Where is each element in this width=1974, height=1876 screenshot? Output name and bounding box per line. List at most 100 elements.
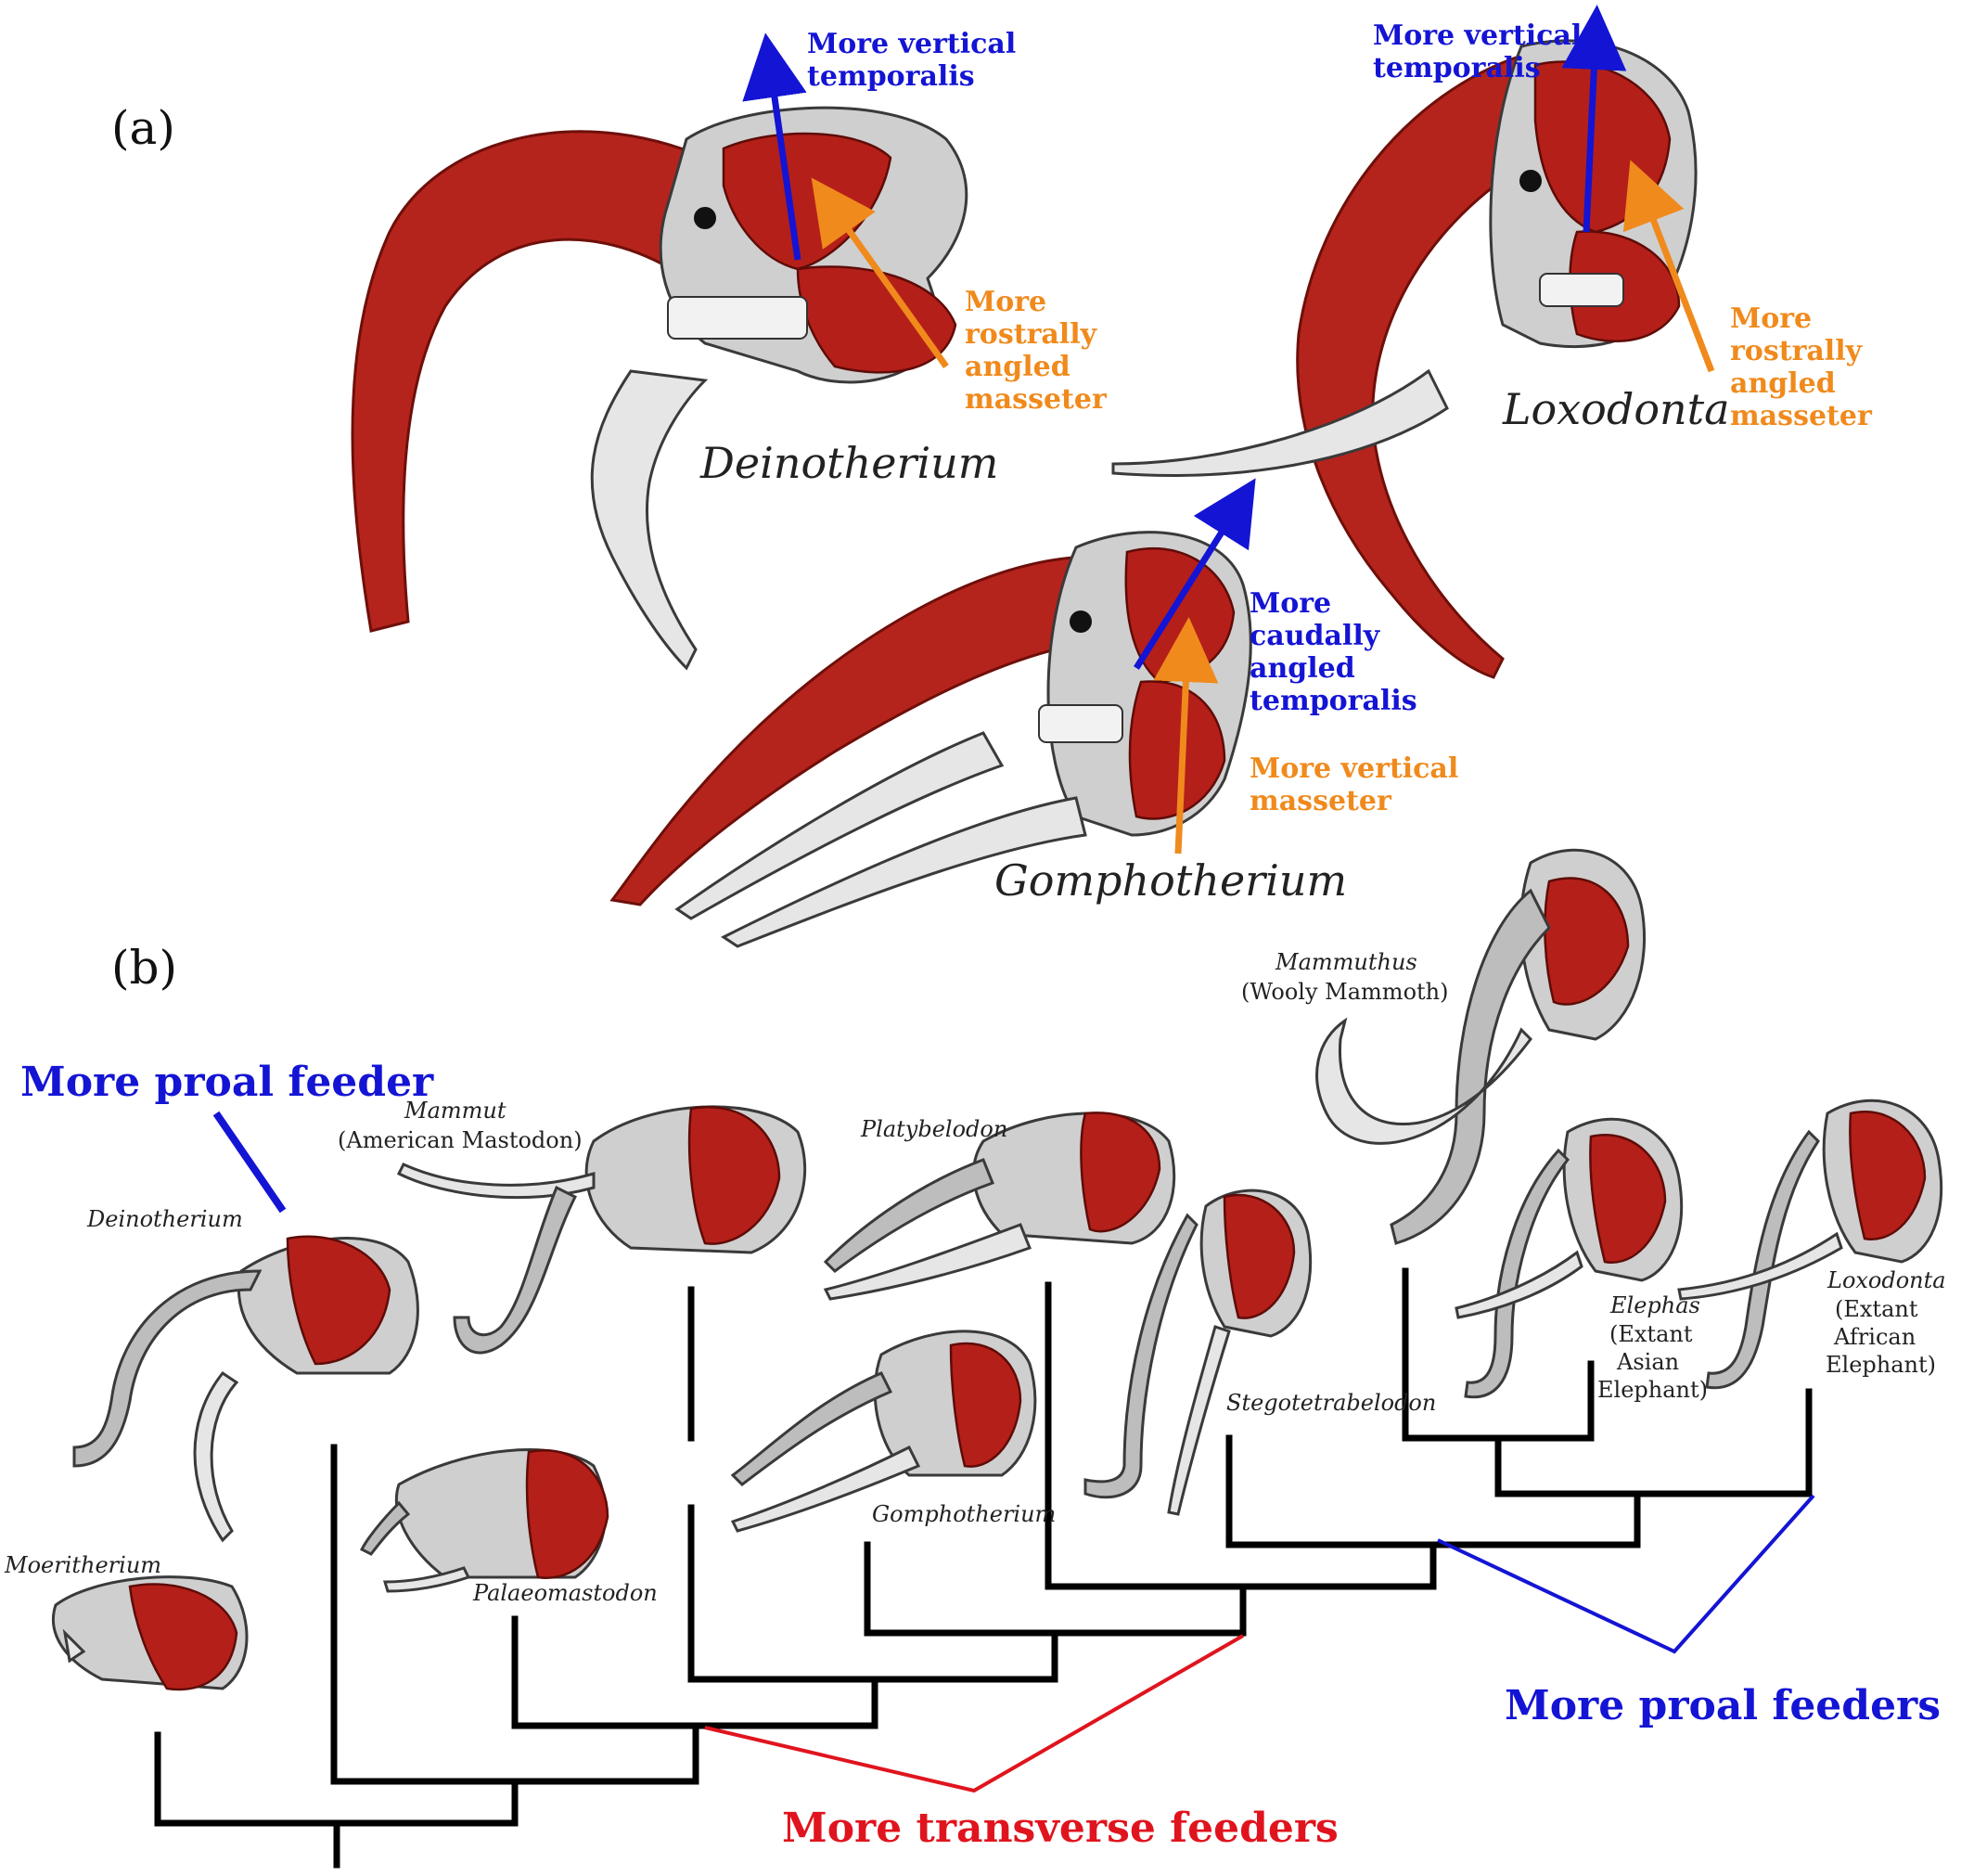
deinotherium-temporalis-arrow — [742, 32, 807, 261]
small-head-deinotherium — [72, 1235, 419, 1543]
loxodonta-small-name: Loxodonta — [1827, 1267, 1946, 1293]
gomphotherium-trunk — [609, 555, 1106, 906]
small-head-mammut — [396, 1105, 807, 1355]
stegotetrabelodon-trunk — [1083, 1213, 1198, 1499]
gomphotherium-temporalis-line-2: caudally — [1250, 620, 1381, 652]
tree-node-1 — [154, 1731, 519, 1827]
deinotherium-teeth — [667, 296, 808, 340]
loxodonta-masseter-line-4: masseter — [1730, 400, 1873, 432]
loxodonta-small-common-name: (Extant African Elephant) — [1826, 1296, 1936, 1378]
moeritherium-incisors — [62, 1628, 86, 1664]
mammut-name: Mammut — [404, 1098, 506, 1124]
gomphotherium-temporalis-label: More caudally angled temporalis — [1250, 587, 1417, 717]
transverse-feeders-bracket — [704, 1634, 1244, 1793]
small-head-stegotetrabelodon — [1083, 1189, 1313, 1516]
gomphotherium-masseter-line-2: masseter — [1250, 785, 1392, 817]
tree-node-7 — [1225, 1434, 1641, 1548]
loxodonta-masseter-line-3: angled — [1730, 367, 1836, 400]
palaeomastodon-muscle — [525, 1449, 609, 1579]
loxodonta-temporalis-line-1: More vertical — [1373, 19, 1582, 52]
mammuthus-trunk — [1390, 888, 1551, 1245]
elephas-common-line-2: Asian — [1616, 1349, 1679, 1375]
loxodonta-small-trunk — [1705, 1129, 1820, 1390]
mammut-tusk — [396, 1163, 596, 1200]
loxodonta-masseter-arrow — [1622, 160, 1715, 373]
small-head-mammuthus — [1315, 848, 1647, 1245]
transverse-feeders-label: More transverse feeders — [782, 1805, 1339, 1852]
deinotherium-temporalis-line-2: temporalis — [807, 60, 975, 93]
platybelodon-trunk — [823, 1158, 994, 1273]
tree-node-9 — [1494, 1388, 1813, 1497]
palaeomastodon-jaw — [382, 1566, 471, 1593]
elephas-muscle — [1589, 1134, 1667, 1264]
loxodonta-masseter-line-1: More — [1730, 302, 1812, 335]
mammut-common-name: (American Mastodon) — [338, 1127, 583, 1153]
moeritherium-name: Moeritherium — [4, 1552, 161, 1578]
deinotherium-small-muscle — [286, 1235, 391, 1366]
elephas-common-line-3: Elephant) — [1597, 1377, 1708, 1403]
deinotherium-masseter-line-1: More — [965, 286, 1046, 318]
small-head-moeritherium — [51, 1575, 249, 1691]
deinotherium-masseter-line-4: masseter — [965, 383, 1108, 416]
loxodonta-temporalis-label: More vertical temporalis — [1373, 19, 1592, 84]
mammuthus-muscle — [1544, 877, 1630, 1006]
gomphotherium-masseter-line-1: More vertical — [1250, 752, 1458, 785]
gomphotherium-eye — [1070, 610, 1092, 633]
deinotherium-head-illustration — [351, 106, 968, 671]
deinotherium-temporalis-line-1: More vertical — [807, 28, 1016, 60]
gomphotherium-teeth — [1038, 704, 1123, 743]
gomphotherium-small-trunk — [730, 1371, 893, 1486]
loxodonta-tusk — [1111, 368, 1449, 477]
palaeomastodon-name: Palaeomastodon — [472, 1580, 658, 1606]
gomphotherium-name: Gomphotherium — [994, 855, 1347, 906]
gomphotherium-small-muscle — [949, 1342, 1022, 1468]
small-head-elephas — [1455, 1117, 1684, 1399]
mammuthus-common-name: (Wooly Mammoth) — [1241, 979, 1448, 1005]
loxodonta-masseter-line-2: rostrally — [1730, 335, 1864, 367]
deinotherium-lower-tusk — [590, 369, 709, 671]
deinotherium-masseter-line-3: angled — [965, 351, 1070, 383]
loxodonta-common-line-3: Elephant) — [1826, 1352, 1936, 1378]
loxodonta-common-line-2: African — [1833, 1324, 1916, 1350]
stegotetrabelodon-tusks — [1167, 1325, 1231, 1516]
loxodonta-small-muscle — [1849, 1111, 1927, 1240]
proal-feeders-label: More proal feeders — [1505, 1682, 1941, 1729]
stegotetrabelodon-muscle — [1223, 1193, 1296, 1319]
loxodonta-trunk — [1296, 53, 1523, 679]
small-head-gomphotherium — [730, 1330, 1037, 1533]
small-head-palaeomastodon — [359, 1448, 609, 1593]
gomphotherium-masseter — [1128, 680, 1226, 820]
gomphotherium-temporalis-line-4: temporalis — [1250, 685, 1417, 717]
loxodonta-teeth — [1539, 273, 1624, 307]
mammuthus-name: Mammuthus — [1275, 949, 1417, 975]
deinotherium-trunk — [351, 130, 707, 633]
tree-node-4 — [687, 1504, 1058, 1683]
deinotherium-masseter — [796, 265, 957, 374]
loxodonta-masseter-label: More rostrally angled masseter — [1730, 302, 1873, 432]
gomphotherium-lower-tusk — [721, 796, 1087, 948]
platybelodon-name: Platybelodon — [860, 1116, 1007, 1142]
proal-feeders-bracket — [1437, 1494, 1815, 1654]
deinotherium-small-tusk — [193, 1370, 239, 1543]
stegotetrabelodon-name: Stegotetrabelodon — [1226, 1390, 1436, 1416]
mammut-trunk — [453, 1185, 578, 1355]
gomphotherium-temporalis-line-1: More — [1250, 587, 1331, 620]
moeritherium-muscle — [128, 1583, 238, 1691]
loxodonta-name: Loxodonta — [1502, 384, 1730, 434]
gomphotherium-masseter-label: More vertical masseter — [1250, 752, 1468, 817]
gomphotherium-masseter-arrow — [1153, 617, 1219, 854]
panel-a-label: (a) — [111, 101, 175, 155]
loxodonta-head-illustration — [1111, 39, 1698, 679]
loxodonta-common-line-1: (Extant — [1835, 1296, 1918, 1322]
tree-node-2 — [330, 1444, 699, 1785]
deinotherium-name: Deinotherium — [699, 438, 998, 488]
loxodonta-temporalis-line-2: temporalis — [1373, 52, 1541, 84]
tree-node-5 — [864, 1541, 1247, 1637]
palaeomastodon-trunk — [359, 1500, 411, 1556]
mammuthus-tusk — [1315, 1017, 1532, 1145]
elephas-common-name: (Extant Asian Elephant) — [1597, 1321, 1708, 1403]
cladogram — [154, 1267, 1813, 1869]
gomphotherium-temporalis-arrow — [1134, 478, 1256, 670]
